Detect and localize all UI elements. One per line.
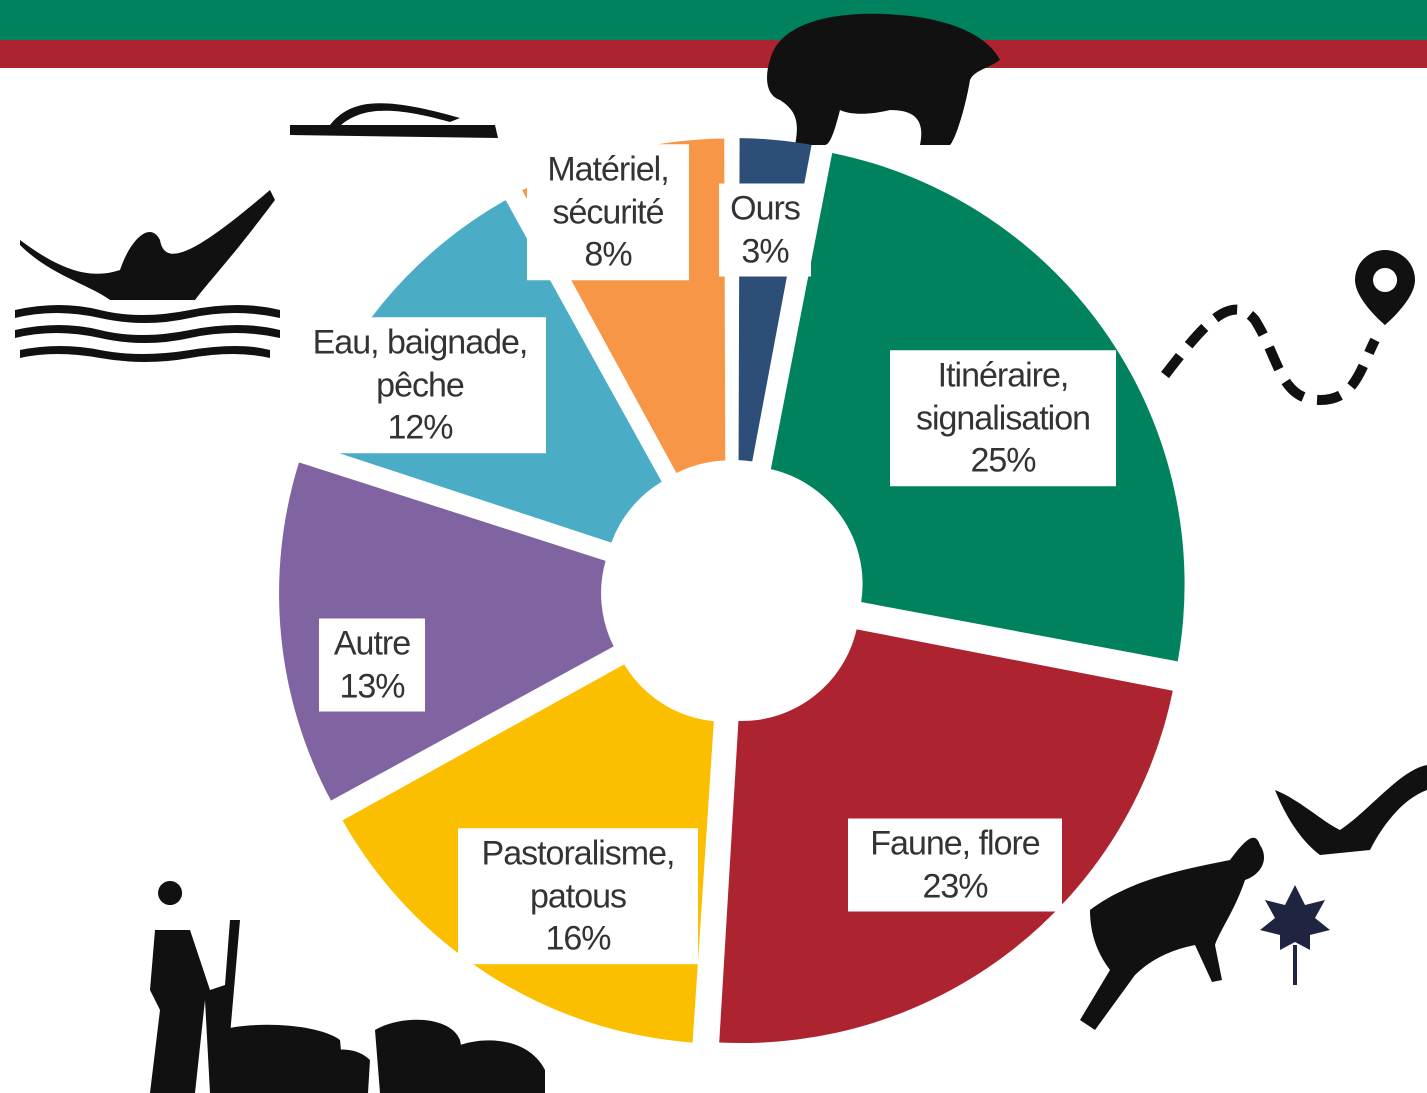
slice-name: Ours <box>730 189 801 228</box>
slice-label: Matériel, sécurité 8% <box>527 144 689 280</box>
slice-label: Ours 3% <box>719 183 811 277</box>
slice-value: 12% <box>387 408 453 447</box>
slice-label: Faune, flore 23% <box>848 818 1062 912</box>
pie-slice <box>279 462 614 801</box>
slice-name: Itinéraire, signalisation <box>915 356 1091 437</box>
slice-value: 8% <box>584 235 632 274</box>
shepherd-flock <box>150 881 545 1093</box>
slice-name: Pastoralisme, patous <box>481 834 676 915</box>
slice-value: 3% <box>741 232 789 270</box>
decorations <box>15 13 1427 1093</box>
slice-name: Faune, flore <box>870 824 1040 863</box>
slice-name: Eau, baignade, pêche <box>312 323 529 404</box>
slice-value: 16% <box>545 919 611 958</box>
slice-value: 25% <box>970 441 1036 480</box>
slice-label: Itinéraire, signalisation 25% <box>890 350 1116 486</box>
slice-label: Eau, baignade, pêche 12% <box>294 317 546 453</box>
top-band-green <box>0 0 1427 40</box>
slice-label: Autre 13% <box>319 618 425 712</box>
slice-label: Pastoralisme, patous 16% <box>458 828 698 964</box>
flower <box>1260 885 1330 985</box>
slice-value: 23% <box>922 867 988 905</box>
bird <box>1275 765 1427 855</box>
chamois <box>1080 837 1265 1030</box>
slice-name: Autre <box>333 624 411 663</box>
top-band-red <box>0 40 1427 68</box>
trail <box>1161 304 1380 406</box>
map-pin <box>1355 250 1415 325</box>
flip-flop <box>290 103 498 138</box>
swimmer <box>15 190 280 362</box>
slice-name: Matériel, sécurité <box>547 150 669 231</box>
slice-value: 13% <box>339 667 405 705</box>
bear <box>767 13 1000 145</box>
